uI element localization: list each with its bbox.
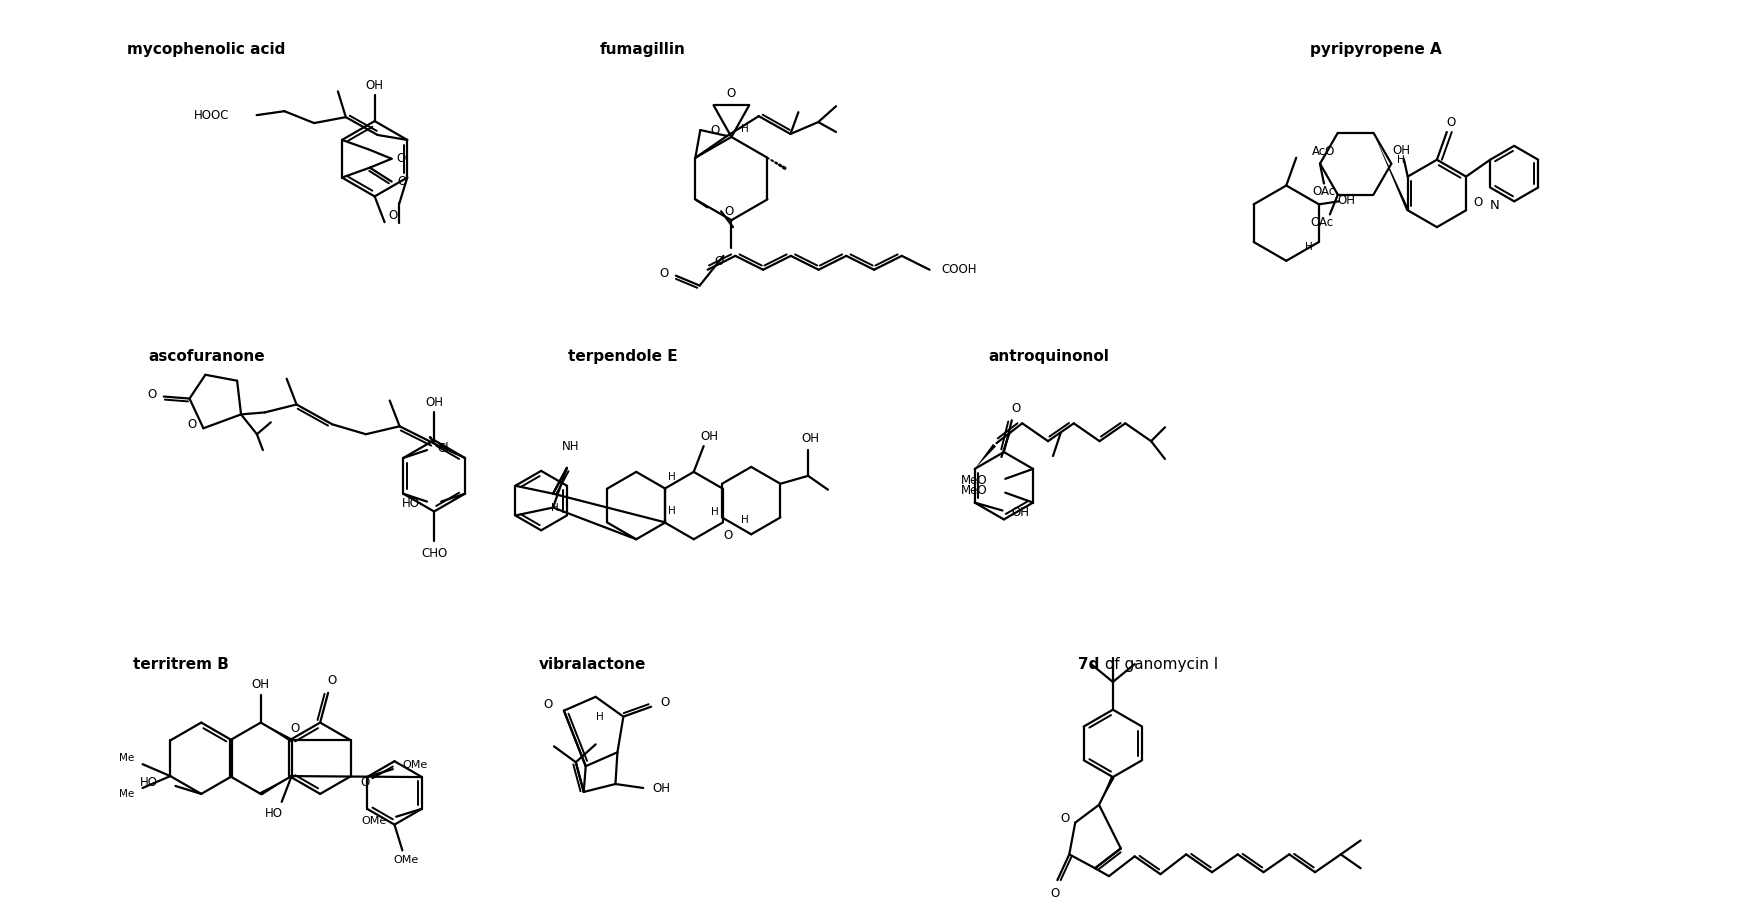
Text: HOOC: HOOC (194, 109, 229, 122)
Text: Me: Me (120, 789, 134, 799)
Text: O: O (725, 205, 734, 218)
Text: H: H (550, 503, 559, 513)
Text: fumagillin: fumagillin (600, 42, 684, 57)
Text: N: N (1489, 199, 1499, 212)
Text: O: O (187, 418, 196, 431)
Text: O: O (714, 256, 723, 268)
Text: OAc: OAc (1312, 185, 1335, 198)
Text: COOH: COOH (942, 263, 977, 277)
Polygon shape (261, 723, 293, 742)
Text: terpendole E: terpendole E (568, 349, 677, 365)
Text: OH: OH (1394, 145, 1411, 158)
Text: O: O (543, 698, 552, 711)
Text: Me: Me (120, 753, 134, 763)
Text: OH: OH (1337, 194, 1357, 207)
Text: HO: HO (265, 807, 282, 820)
Text: O: O (1473, 196, 1482, 209)
Polygon shape (975, 444, 997, 469)
Text: mycophenolic acid: mycophenolic acid (127, 42, 286, 57)
Text: AcO: AcO (1312, 146, 1335, 158)
Text: O: O (1051, 888, 1060, 900)
Text: vibralactone: vibralactone (540, 657, 646, 671)
Text: OH: OH (252, 679, 270, 692)
Text: MeO: MeO (961, 485, 988, 497)
Text: O: O (388, 209, 399, 222)
Text: OMe: OMe (393, 856, 420, 866)
Text: O: O (660, 267, 669, 280)
Text: O: O (291, 722, 300, 735)
Text: O: O (328, 674, 337, 687)
Text: NH: NH (563, 440, 580, 453)
Text: H: H (596, 712, 603, 722)
Text: of ganomycin I: of ganomycin I (1101, 657, 1219, 671)
Text: O: O (660, 696, 670, 709)
Text: OH: OH (700, 430, 718, 442)
Text: H: H (1305, 242, 1312, 252)
Text: O: O (711, 124, 720, 136)
Text: MeO: MeO (961, 474, 988, 487)
Polygon shape (259, 776, 291, 796)
Text: O: O (727, 87, 736, 100)
Text: O: O (723, 529, 732, 541)
Text: H: H (667, 472, 676, 482)
Text: OH: OH (653, 782, 670, 795)
Text: H: H (711, 507, 720, 518)
Text: O: O (395, 152, 406, 165)
Text: OAc: OAc (1311, 216, 1334, 229)
Text: CHO: CHO (422, 547, 448, 560)
Text: HO: HO (139, 776, 157, 789)
Text: H: H (667, 506, 676, 516)
Text: OMe: OMe (362, 815, 386, 825)
Text: territrem B: territrem B (134, 657, 229, 671)
Text: pyripyropene A: pyripyropene A (1309, 42, 1441, 57)
Text: ascofuranone: ascofuranone (148, 349, 265, 365)
Text: H: H (741, 124, 750, 134)
Text: O: O (397, 175, 406, 188)
Text: OH: OH (1011, 506, 1028, 519)
Text: H: H (1397, 155, 1406, 165)
Text: OH: OH (801, 431, 818, 444)
Text: antroquinonol: antroquinonol (988, 349, 1110, 365)
Text: OMe: OMe (402, 760, 429, 770)
Polygon shape (1099, 776, 1115, 805)
Text: OH: OH (425, 396, 443, 409)
Text: O: O (1446, 115, 1455, 128)
Polygon shape (439, 442, 466, 458)
Text: H: H (741, 516, 750, 526)
Text: O: O (360, 776, 369, 789)
Text: Cl: Cl (437, 442, 448, 454)
Polygon shape (1374, 133, 1409, 211)
Text: OH: OH (365, 79, 383, 92)
Text: O: O (1060, 812, 1071, 825)
Text: O: O (1011, 402, 1020, 415)
Text: HO: HO (402, 497, 420, 510)
Text: 7d: 7d (1078, 657, 1099, 671)
Text: O: O (146, 388, 157, 401)
